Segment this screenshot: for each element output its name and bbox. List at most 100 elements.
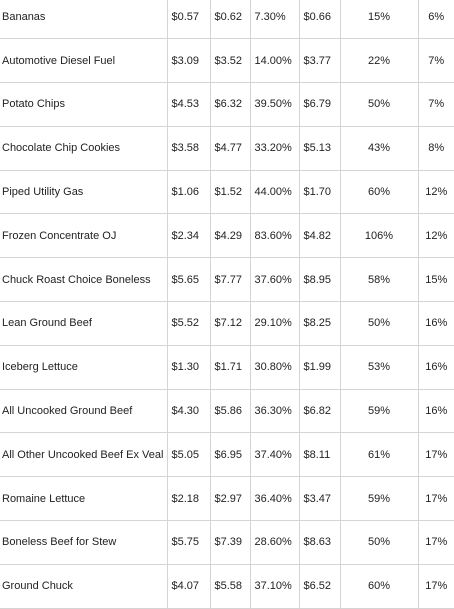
table-cell: 43% — [339, 126, 418, 171]
table-cell: $2.18 — [166, 476, 210, 522]
table-cell: 33.20% — [249, 126, 299, 171]
table-cell: 61% — [339, 432, 418, 478]
table-row: Iceberg Lettuce $1.30 $1.71 30.80% $1.99 53% 1… — [0, 345, 454, 390]
table-cell: $8.63 — [298, 520, 340, 565]
table-cell: 30.80% — [249, 345, 299, 390]
item-name: All Uncooked Ground Beef — [0, 389, 167, 434]
table-cell: 39.50% — [249, 82, 299, 127]
item-name: Piped Utility Gas — [0, 170, 167, 215]
table-cell: 50% — [339, 301, 418, 346]
table-cell: $3.09 — [166, 38, 210, 84]
table-cell: $6.52 — [298, 564, 340, 609]
table-cell: $6.82 — [298, 389, 340, 434]
table-cell: $6.32 — [209, 82, 250, 127]
table-cell: $7.39 — [209, 520, 250, 565]
table-cell: 37.10% — [249, 564, 299, 609]
table-cell: $2.34 — [166, 213, 210, 259]
table-cell: 29.10% — [249, 301, 299, 346]
table-cell: $5.13 — [298, 126, 340, 171]
table-cell: $1.70 — [298, 170, 340, 215]
table-cell: $4.77 — [209, 126, 250, 171]
table-cell: $4.29 — [209, 213, 250, 259]
table-cell: 17% — [417, 564, 454, 609]
table-cell: 14.00% — [249, 38, 299, 84]
table-cell: $8.11 — [298, 432, 340, 478]
table-cell: $0.62 — [209, 0, 250, 40]
item-name: Lean Ground Beef — [0, 301, 167, 346]
table-cell: $3.52 — [209, 38, 250, 84]
item-name: Frozen Concentrate OJ — [0, 213, 167, 259]
table-cell: $1.99 — [298, 345, 340, 390]
item-name: Iceberg Lettuce — [0, 345, 167, 390]
table-cell: $4.53 — [166, 82, 210, 127]
table-cell: $5.52 — [166, 301, 210, 346]
table-cell: 16% — [417, 301, 454, 346]
item-name: Romaine Lettuce — [0, 476, 167, 522]
item-name: Potato Chips — [0, 82, 167, 127]
table-row: Automotive Diesel Fuel $3.09 $3.52 14.00% $3… — [0, 38, 454, 84]
table-cell: 7% — [417, 82, 454, 127]
table-cell: $2.97 — [209, 476, 250, 522]
table-cell: $8.95 — [298, 257, 340, 303]
table-cell: 22% — [339, 38, 418, 84]
item-name: Bananas — [0, 0, 167, 40]
table-cell: $0.57 — [166, 0, 210, 40]
table-cell: 106% — [339, 213, 418, 259]
item-name: Boneless Beef for Stew — [0, 520, 167, 565]
table-cell: 59% — [339, 389, 418, 434]
table-cell: $6.79 — [298, 82, 340, 127]
table-cell: $1.06 — [166, 170, 210, 215]
table-cell: $5.65 — [166, 257, 210, 303]
table-row: Boneless Beef for Stew $5.75 $7.39 28.60% $8… — [0, 520, 454, 565]
table-cell: $4.82 — [298, 213, 340, 259]
table-row: Lean Ground Beef $5.52 $7.12 29.10% $8.25 50%… — [0, 301, 454, 346]
table-cell: 16% — [417, 345, 454, 390]
table-cell: 60% — [339, 170, 418, 215]
table-row: Ground Chuck $4.07 $5.58 37.10% $6.52 60% 17% — [0, 564, 454, 609]
table-cell: 37.60% — [249, 257, 299, 303]
table-cell: 7% — [417, 38, 454, 84]
table-cell: 59% — [339, 476, 418, 522]
table-cell: $7.77 — [209, 257, 250, 303]
table-cell: $3.47 — [298, 476, 340, 522]
table-cell: $4.30 — [166, 389, 210, 434]
table-row: Piped Utility Gas $1.06 $1.52 44.00% $1.70 60… — [0, 170, 454, 215]
item-name: Chuck Roast Choice Boneless — [0, 257, 167, 303]
table-cell: 7.30% — [249, 0, 299, 40]
table-row: Chocolate Chip Cookies $3.58 $4.77 33.20% $5… — [0, 126, 454, 171]
table-row: Frozen Concentrate OJ $2.34 $4.29 83.60% $4.… — [0, 213, 454, 259]
table-cell: 15% — [417, 257, 454, 303]
table-cell: 15% — [339, 0, 418, 40]
table-cell: 12% — [417, 213, 454, 259]
table-cell: 17% — [417, 476, 454, 522]
table-cell: 60% — [339, 564, 418, 609]
table-cell: 53% — [339, 345, 418, 390]
table-row: Bananas $0.57 $0.62 7.30% $0.66 15% 6% — [0, 0, 454, 40]
table-cell: 58% — [339, 257, 418, 303]
table-cell: $4.07 — [166, 564, 210, 609]
table-cell: 12% — [417, 170, 454, 215]
table-row: Potato Chips $4.53 $6.32 39.50% $6.79 50% 7% — [0, 82, 454, 127]
table-cell: 83.60% — [249, 213, 299, 259]
table-cell: 28.60% — [249, 520, 299, 565]
item-name: All Other Uncooked Beef Ex Veal — [0, 432, 167, 478]
table-cell: $8.25 — [298, 301, 340, 346]
item-name: Chocolate Chip Cookies — [0, 126, 167, 171]
table-cell: 36.30% — [249, 389, 299, 434]
table-cell: 50% — [339, 82, 418, 127]
table-cell: $3.58 — [166, 126, 210, 171]
table-cell: 50% — [339, 520, 418, 565]
table-cell: 36.40% — [249, 476, 299, 522]
table-cell: 44.00% — [249, 170, 299, 215]
table-row: All Other Uncooked Beef Ex Veal $5.05 $6.9… — [0, 432, 454, 478]
table-row: Chuck Roast Choice Boneless $5.65 $7.77 37.… — [0, 257, 454, 303]
table-cell: $1.52 — [209, 170, 250, 215]
table-cell: $5.75 — [166, 520, 210, 565]
table-cell: 6% — [417, 0, 454, 40]
table-row: Romaine Lettuce $2.18 $2.97 36.40% $3.47 59% 1… — [0, 476, 454, 522]
table-cell: 17% — [417, 520, 454, 565]
